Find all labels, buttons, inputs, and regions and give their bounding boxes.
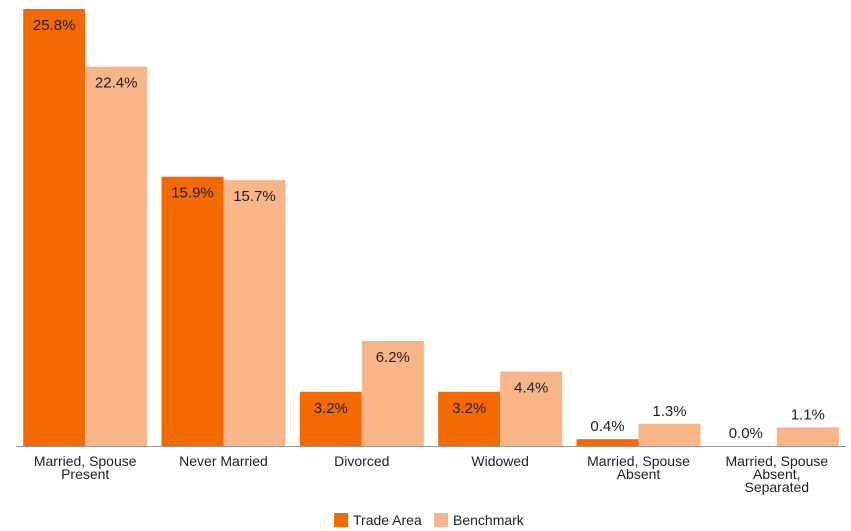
category-labels-layer: Married, Spouse Present Never Married Divor… xyxy=(34,453,829,495)
data-label-benchmark-3: 4.4% xyxy=(514,380,548,397)
legend-label-trade-area: Trade Area xyxy=(353,512,422,528)
x-tick-label-2: Divorced xyxy=(334,453,389,469)
bars-layer xyxy=(23,9,839,446)
legend-swatch-trade-area xyxy=(334,513,348,527)
bar-trade-area-2 xyxy=(299,391,362,446)
data-label-trade-area-1: 15.9% xyxy=(171,185,214,202)
data-label-benchmark-5: 1.1% xyxy=(791,406,825,423)
bar-trade-area-3 xyxy=(438,391,501,446)
x-tick-label-0: Married, Spouse Present xyxy=(34,453,137,482)
bar-trade-area-1 xyxy=(161,176,224,446)
bar-benchmark-5 xyxy=(776,427,839,446)
data-label-trade-area-3: 3.2% xyxy=(452,400,486,417)
legend: Trade Area Benchmark xyxy=(334,512,525,528)
data-label-trade-area-0: 25.8% xyxy=(33,17,76,34)
bar-benchmark-4 xyxy=(638,424,701,446)
bar-trade-area-0 xyxy=(23,9,86,446)
x-tick-label-4: Married, Spouse Absent xyxy=(587,453,690,482)
bar-trade-area-4 xyxy=(576,439,639,446)
bar-benchmark-1 xyxy=(223,180,286,446)
x-tick-label-5: Married, Spouse Absent, Separated xyxy=(725,453,828,495)
data-label-trade-area-4: 0.4% xyxy=(590,418,624,435)
bar-benchmark-2 xyxy=(361,341,424,446)
data-label-benchmark-4: 1.3% xyxy=(652,403,686,420)
x-tick-label-3: Widowed xyxy=(471,453,529,469)
data-label-trade-area-2: 3.2% xyxy=(314,400,348,417)
x-tick-label-1: Never Married xyxy=(179,453,268,469)
bar-benchmark-3 xyxy=(500,371,563,446)
bar-benchmark-0 xyxy=(85,66,148,446)
legend-swatch-benchmark xyxy=(434,513,448,527)
data-label-benchmark-1: 15.7% xyxy=(233,188,276,205)
data-label-benchmark-2: 6.2% xyxy=(376,349,410,366)
legend-label-benchmark: Benchmark xyxy=(453,512,525,528)
data-label-trade-area-5: 0.0% xyxy=(729,425,763,442)
data-label-benchmark-0: 22.4% xyxy=(95,75,138,92)
value-labels-layer: 25.8% 22.4% 15.9% 15.7% 3.2% 6.2% 3.2% 4.4% 0.4%… xyxy=(33,17,825,442)
